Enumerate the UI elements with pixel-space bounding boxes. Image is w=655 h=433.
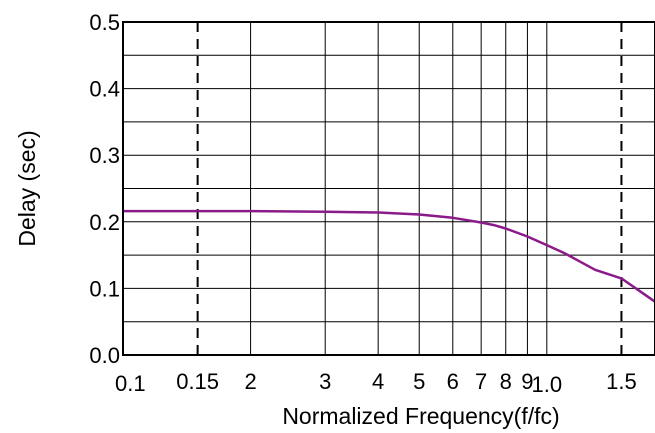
x-tick-label: 0.15 [176, 369, 219, 394]
x-tick-label: 2 [244, 369, 256, 394]
delay-curve [123, 209, 655, 303]
x-tick-label: 4 [372, 369, 384, 394]
y-tick-label: 0.5 [89, 10, 120, 35]
x-tick-label: 1.5 [606, 369, 637, 394]
x-tick-label: 6 [447, 369, 459, 394]
x-tick-label: 8 [500, 369, 512, 394]
series-layer [123, 209, 655, 303]
y-tick-label: 0.3 [89, 143, 120, 168]
x-tick-label: 0.1 [115, 371, 146, 396]
x-tick-label: 1.0 [532, 372, 563, 397]
y-tick-label: 0.4 [89, 77, 120, 102]
grid [123, 21, 655, 356]
y-axis-label: Delay (sec) [14, 130, 40, 246]
tick-labels: 0.0 0.1 0.2 0.3 0.4 0.5 0.1 0.15 2 3 4 5 6 7 8 91.0 1.5 [89, 10, 636, 397]
x-tick-label: 5 [413, 369, 425, 394]
y-tick-label: 0.2 [89, 210, 120, 235]
x-tick-label: 9 [521, 369, 533, 394]
x-axis-label: Normalized Frequency(f/fc) [282, 403, 559, 429]
y-tick-label: 0.1 [89, 276, 120, 301]
plot-frame [122, 21, 655, 356]
x-tick-label: 7 [475, 369, 487, 394]
y-tick-label: 0.0 [89, 343, 120, 368]
x-tick-label: 3 [319, 369, 331, 394]
